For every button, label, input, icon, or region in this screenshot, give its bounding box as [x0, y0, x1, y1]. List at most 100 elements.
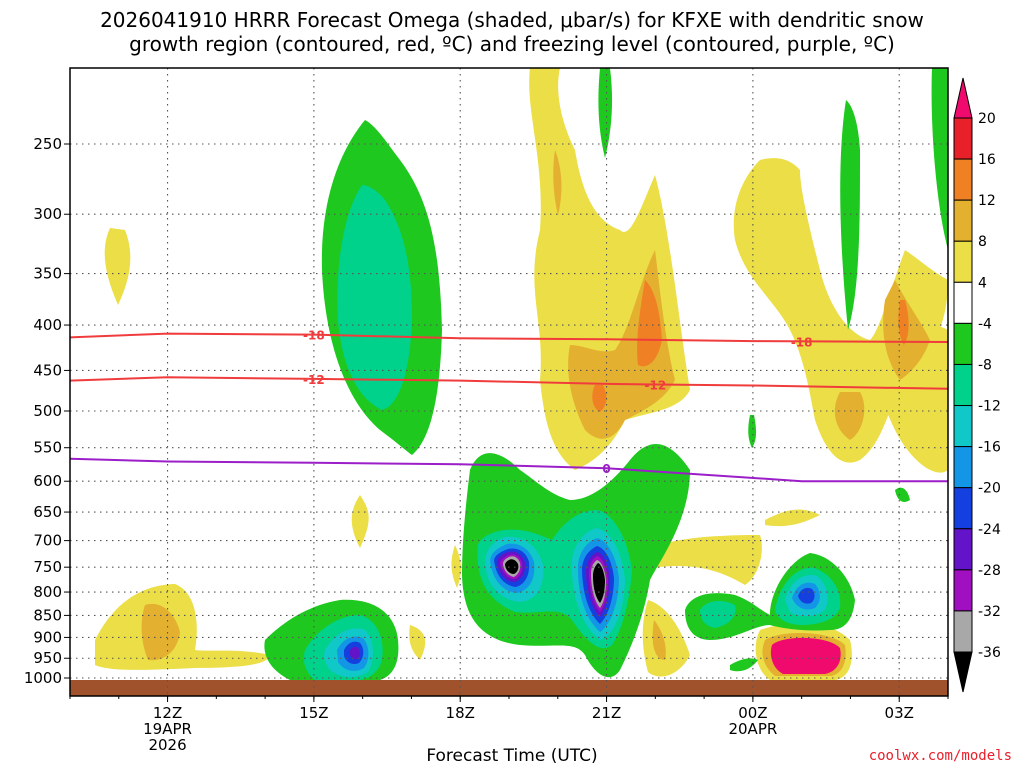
- colorbar-tick-label: -8: [978, 357, 992, 373]
- omega-region-yellow: [451, 545, 461, 588]
- y-tick-label: 550: [33, 439, 62, 457]
- y-tick-label: 650: [33, 503, 62, 521]
- contour-label: -18: [303, 329, 325, 343]
- colorbar-box: [953, 363, 973, 407]
- omega-region-teal: [700, 600, 736, 628]
- contour-line--18: [70, 332, 948, 343]
- omega-region-gold: [834, 392, 865, 440]
- colorbar-arrow-top: [953, 77, 973, 119]
- colorbar-box: [953, 569, 973, 612]
- omega-region-black: [505, 559, 519, 574]
- colorbar-tick-label: -20: [978, 481, 1001, 497]
- y-tick-label: 850: [33, 606, 62, 624]
- y-tick-label: 250: [33, 135, 62, 153]
- x-tick-label: 15Z: [299, 704, 328, 722]
- x-tick-label: 03Z: [885, 704, 914, 722]
- omega-region-yellow: [351, 495, 369, 548]
- contour-line-0: [70, 457, 948, 483]
- omega-region-green: [598, 68, 613, 158]
- omega-region-green: [730, 658, 758, 672]
- contour-label: 0: [602, 462, 610, 476]
- chart-title-line-1: 2026041910 HRRR Forecast Omega (shaded, …: [100, 8, 924, 32]
- y-tick-label: 350: [33, 265, 62, 283]
- colorbar-tick-label: -4: [978, 316, 992, 332]
- x-tick-date-label: 20APR: [728, 720, 777, 738]
- omega-region-black: [593, 563, 605, 603]
- omega-region-indigo: [349, 646, 360, 660]
- colorbar-tick-label: 12: [978, 193, 996, 209]
- omega-region-green: [931, 68, 948, 250]
- omega-region-yellow: [95, 584, 270, 670]
- colorbar-box: [953, 446, 973, 489]
- x-tick-date-label: 19APR: [143, 720, 192, 738]
- colorbar: 20 16 12 8 4 -4 -8 -12 -16 -20 -24 -28 -32 -36: [953, 77, 1001, 693]
- grid-lines: [70, 68, 948, 696]
- omega-shading: [70, 68, 948, 696]
- omega-region-yellow: [409, 625, 426, 660]
- contour-label: -12: [644, 378, 666, 392]
- colorbar-box: [953, 610, 973, 653]
- y-tick-label: 950: [33, 649, 62, 667]
- colorbar-arrow-bottom: [953, 651, 973, 693]
- credit-text: coolwx.com/models: [868, 748, 1012, 764]
- y-tick-label: 1000: [24, 669, 62, 687]
- omega-region-orange: [637, 280, 662, 367]
- colorbar-tick-label: 16: [978, 152, 996, 168]
- y-tick-label: 750: [33, 558, 62, 576]
- chart-title-line-2: growth region (contoured, red, ºC) and f…: [129, 32, 895, 56]
- colorbar-tick-label: -24: [978, 522, 1001, 538]
- colorbar-box: [953, 322, 973, 365]
- colorbar-tick-label: -12: [978, 399, 1001, 415]
- y-tick-label: 300: [33, 205, 62, 223]
- colorbar-tick-label: -16: [978, 440, 1001, 456]
- y-tick-label: 500: [33, 402, 62, 420]
- colorbar-box: [953, 528, 973, 571]
- colorbar-box: [953, 240, 973, 283]
- omega-region-green: [895, 487, 910, 502]
- ground-strip: [70, 680, 948, 696]
- omega-region-orange: [898, 300, 909, 345]
- x-tick-label: 00Z: [738, 704, 767, 722]
- colorbar-tick-label: 20: [978, 111, 996, 127]
- colorbar-tick-label: 8: [978, 234, 987, 250]
- y-tick-label: 450: [33, 361, 62, 379]
- omega-region-teal: [337, 185, 412, 410]
- colorbar-tick-label: -36: [978, 645, 1001, 661]
- colorbar-tick-label: 4: [978, 275, 987, 291]
- omega-region-gold: [652, 620, 666, 660]
- x-axis-label: Forecast Time (UTC): [426, 746, 598, 766]
- omega-region-orange: [592, 385, 607, 412]
- x-tick-year-label: 2026: [148, 736, 186, 754]
- colorbar-tick-label: -28: [978, 563, 1001, 579]
- contour-lines: -18 -18 -12 -12 0: [70, 329, 948, 483]
- colorbar-box: [953, 281, 973, 324]
- contour-label: -12: [303, 373, 325, 387]
- omega-region-yellow: [104, 228, 131, 305]
- omega-region-green: [748, 415, 757, 448]
- y-tick-label: 700: [33, 532, 62, 550]
- colorbar-box: [953, 117, 973, 160]
- omega-region-gold: [553, 150, 562, 215]
- x-tick-label: 21Z: [592, 704, 621, 722]
- x-tick-label: 12Z: [153, 704, 182, 722]
- omega-region-green: [840, 100, 860, 330]
- y-axis: 250 300 350 400 450 500 550 600 650 700 750 800 850 9…: [24, 135, 70, 687]
- omega-region-yellow: [642, 600, 690, 677]
- colorbar-tick-label: -32: [978, 604, 1001, 620]
- colorbar-box: [953, 487, 973, 530]
- y-tick-label: 800: [33, 583, 62, 601]
- contour-label: -18: [791, 335, 813, 349]
- colorbar-box: [953, 199, 973, 242]
- y-tick-label: 600: [33, 472, 62, 490]
- omega-region-yellow: [765, 509, 820, 527]
- colorbar-box: [953, 405, 973, 448]
- omega-region-magenta: [770, 637, 841, 674]
- y-tick-label: 900: [33, 628, 62, 646]
- omega-region-gold: [141, 603, 180, 661]
- colorbar-box: [953, 158, 973, 201]
- y-tick-label: 400: [33, 316, 62, 334]
- contour-line--12: [70, 376, 948, 390]
- x-tick-label: 18Z: [446, 704, 475, 722]
